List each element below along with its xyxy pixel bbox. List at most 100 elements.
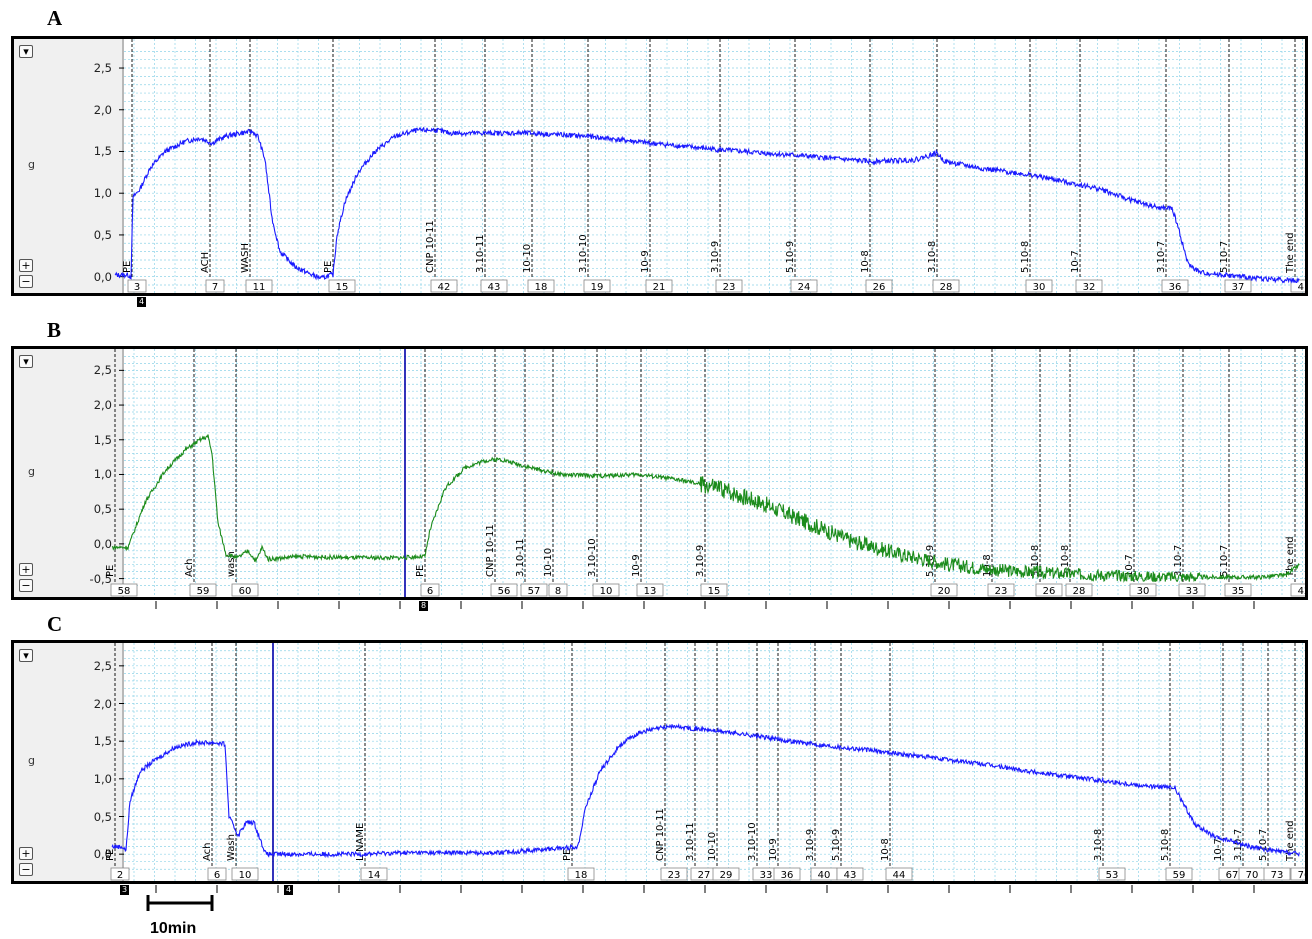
event-number-box[interactable] [567,867,595,881]
chart-panel-c: ▾ + − g 2,5 2,0 1,5 1,0 0,5 0,0 PE 2 Ach 6 Wash 10 L-NAM… [11,640,1308,884]
event-number: 6 [214,870,220,881]
event-number-box[interactable] [1224,583,1252,597]
event-number-box[interactable] [773,867,801,881]
zoom-out-button[interactable]: − [19,275,33,288]
event-number-box[interactable] [1290,279,1305,293]
event-number-box[interactable] [1075,279,1103,293]
event-number: 11 [253,282,266,293]
event-label: 5.10-8 [1160,829,1171,861]
event-number-box[interactable] [520,583,548,597]
event-number-box[interactable] [645,279,673,293]
event-label: PE [105,565,116,577]
event-label: 10-7 [1070,250,1081,273]
event-label: The end [1285,232,1296,274]
event-number: 23 [995,586,1008,597]
event-label: wash [226,551,237,577]
event-number-box[interactable] [1290,583,1305,597]
event-number: 6 [427,586,433,597]
scale-dropdown-button[interactable]: ▾ [19,45,33,58]
y-tick-label: 1,5 [93,432,112,447]
event-number-box[interactable] [885,867,913,881]
event-number-box[interactable] [430,279,458,293]
event-number-box[interactable] [110,583,138,597]
event-number: 13 [644,586,657,597]
event-number-box[interactable] [865,279,893,293]
event-number-box[interactable] [189,583,217,597]
event-number-box[interactable] [1178,583,1206,597]
segment-marker: 4 [284,885,293,895]
y-tick-label: 1,5 [93,734,112,749]
event-number-box[interactable] [245,279,273,293]
event-number-box[interactable] [231,583,259,597]
event-number-box[interactable] [1035,583,1063,597]
event-number-box[interactable] [583,279,611,293]
event-number-box[interactable] [930,583,958,597]
event-label: Ach [202,842,213,861]
event-number-box[interactable] [660,867,688,881]
zoom-in-button[interactable]: + [19,563,33,576]
y-tick-label: 2,0 [93,102,112,117]
event-number: 70 [1246,870,1259,881]
event-number-box[interactable] [207,867,227,881]
event-number-box[interactable] [1224,279,1252,293]
scale-bar-label: 10min [150,920,197,937]
event-number-box[interactable] [420,583,440,597]
event-number: 56 [498,586,511,597]
event-label: 3.10-10 [587,538,598,577]
scale-dropdown-button[interactable]: ▾ [19,649,33,662]
event-number-box[interactable] [110,867,130,881]
event-number: 2 [117,870,123,881]
chart-panel-b: ▾ + − g 2,5 2,0 1,5 1,0 0,5 0,0 -0,5 PE 58 Ach 59 wash 6… [11,346,1308,600]
event-number: 3 [134,282,140,293]
event-number-box[interactable] [548,583,568,597]
event-label: 10-9 [768,838,779,861]
event-number-box[interactable] [700,583,728,597]
event-label: 10-8 [982,554,993,577]
y-tick-label: 1,5 [93,144,112,159]
event-number: 37 [1232,282,1245,293]
event-number-box[interactable] [360,867,388,881]
event-number: 15 [336,282,349,293]
event-number-box[interactable] [480,279,508,293]
event-number: 60 [239,586,252,597]
event-number-box[interactable] [592,583,620,597]
event-label: PE [323,261,334,273]
event-number-box[interactable] [987,583,1015,597]
zoom-out-button[interactable]: − [19,863,33,876]
scale-dropdown-button[interactable]: ▾ [19,355,33,368]
zoom-out-button[interactable]: − [19,579,33,592]
event-number-box[interactable] [1263,867,1291,881]
event-number-box[interactable] [231,867,259,881]
event-number-box[interactable] [1290,867,1305,881]
zoom-in-button[interactable]: + [19,847,33,860]
event-number-box[interactable] [127,279,147,293]
event-number-box[interactable] [1065,583,1093,597]
event-number-box[interactable] [712,867,740,881]
zoom-in-button[interactable]: + [19,259,33,272]
event-label: 10-7 [1124,554,1135,577]
event-number-box[interactable] [1161,279,1189,293]
event-number-box[interactable] [836,867,864,881]
event-number: 44 [893,870,906,881]
event-number: 36 [1169,282,1182,293]
event-number-box[interactable] [1025,279,1053,293]
event-number-box[interactable] [527,279,555,293]
event-number: 27 [698,870,711,881]
axis-gutter: ▾ + − g 2,5 2,0 1,5 1,0 0,5 0,0 [14,643,124,881]
event-number-box[interactable] [932,279,960,293]
event-number-box[interactable] [790,279,818,293]
event-number-box[interactable] [205,279,225,293]
event-number-box[interactable] [1129,583,1157,597]
event-number-box[interactable] [1098,867,1126,881]
event-number-box[interactable] [328,279,356,293]
event-number-box[interactable] [1165,867,1193,881]
event-number-box[interactable] [636,583,664,597]
panel-letter-a: A [47,6,63,30]
event-number-box[interactable] [490,583,518,597]
event-label: Wash [226,834,237,861]
signal-trace [111,722,1300,859]
event-number-box[interactable] [715,279,743,293]
y-tick-label: 2,5 [93,658,112,673]
event-label: CNP 10-11 [655,808,666,861]
